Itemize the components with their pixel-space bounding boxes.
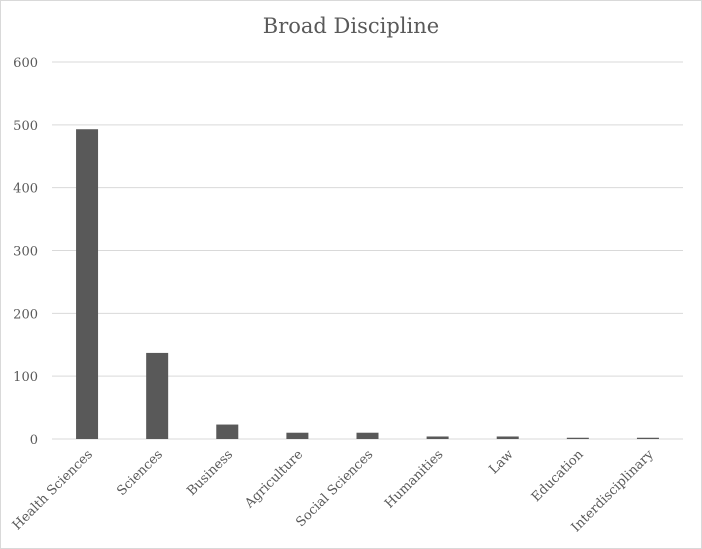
bar xyxy=(286,432,309,439)
x-tick-label: Health Sciences xyxy=(10,447,96,533)
x-tick-label: Law xyxy=(486,447,516,477)
chart-title: Broad Discipline xyxy=(262,14,440,38)
bar xyxy=(636,437,659,439)
bar xyxy=(496,436,519,439)
x-tick-label: Education xyxy=(529,447,587,505)
y-tick-label: 300 xyxy=(13,245,38,260)
y-tick-label: 100 xyxy=(13,370,38,385)
bar xyxy=(76,129,99,439)
bar xyxy=(426,436,449,439)
bar xyxy=(146,352,169,439)
x-tick-label: Sciences xyxy=(114,447,166,499)
x-tick-label: Agriculture xyxy=(242,447,307,512)
x-tick-label: Humanities xyxy=(382,447,446,511)
x-tick-label: Business xyxy=(184,447,236,499)
bar xyxy=(356,432,379,439)
y-tick-label: 0 xyxy=(30,433,38,448)
bar xyxy=(566,437,589,439)
y-tick-label: 400 xyxy=(13,182,38,197)
y-tick-label: 200 xyxy=(13,307,38,322)
x-tick-label: Social Sciences xyxy=(293,447,376,530)
y-tick-label: 600 xyxy=(13,56,38,71)
y-tick-label: 500 xyxy=(13,119,38,134)
bar xyxy=(216,424,239,439)
